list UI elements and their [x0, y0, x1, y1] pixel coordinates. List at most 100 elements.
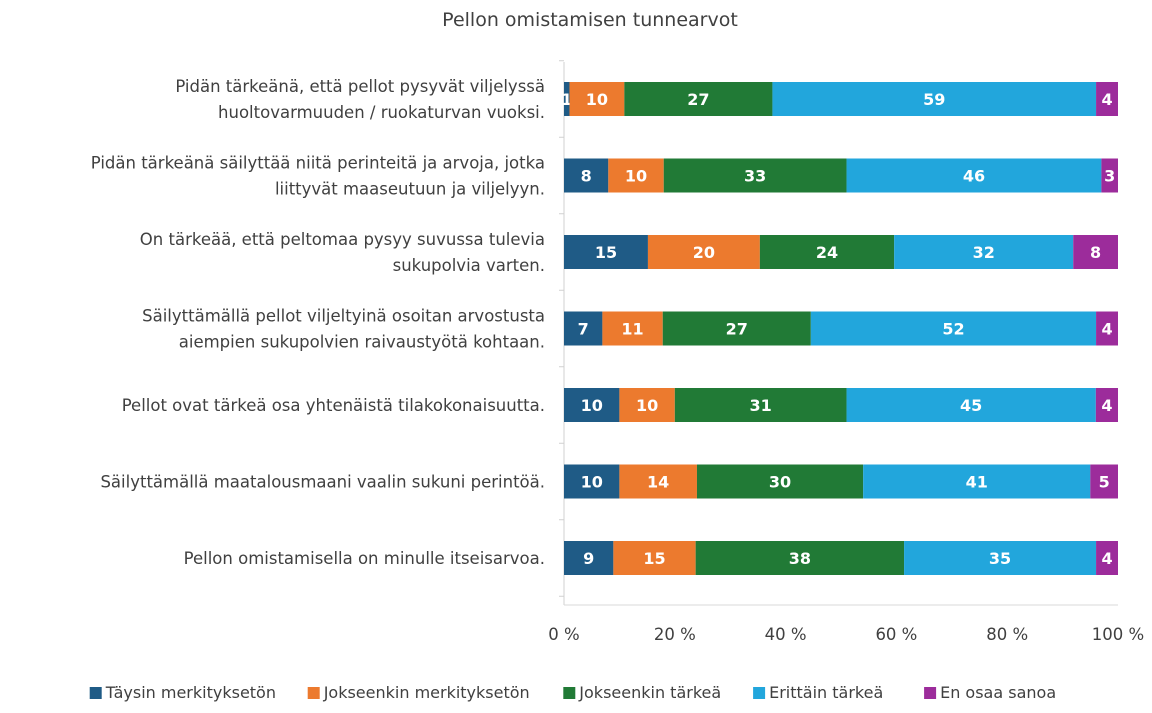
category-label: sukupolvia varten.: [393, 256, 545, 275]
data-label: 27: [687, 90, 709, 109]
legend: Täysin merkityksetön Jokseenkin merkityks…: [89, 683, 1056, 702]
legend-swatch: [307, 687, 320, 699]
bar-segment: [647, 235, 760, 269]
bar-segment: [772, 82, 1097, 116]
bar-segment: [904, 541, 1097, 575]
data-label: 10: [586, 90, 608, 109]
bar-segment: [662, 311, 811, 346]
x-tick-label: 80 %: [986, 625, 1028, 644]
data-label: 24: [816, 243, 838, 262]
x-tick-labels: 0 % 20 % 40 % 60 % 80 % 100 %: [548, 625, 1144, 644]
data-label: 4: [1101, 549, 1112, 568]
bar-segment: [1095, 388, 1118, 422]
data-label: 4: [1101, 320, 1112, 339]
data-label: 45: [960, 396, 982, 415]
data-label: 10: [625, 167, 647, 186]
bar-segment: [894, 235, 1074, 269]
data-label: 10: [636, 396, 658, 415]
bar-segment: [1096, 82, 1118, 116]
data-label: 52: [942, 320, 964, 339]
bar-segment: [619, 464, 697, 499]
bar-segment: [608, 158, 664, 193]
bar-segment: [624, 82, 773, 116]
data-label: 4: [1101, 396, 1112, 415]
data-label: 20: [693, 243, 715, 262]
category-label: Pellon omistamisella on minulle itseisar…: [184, 549, 545, 568]
bar-segment: [613, 541, 696, 575]
x-tick-label: 40 %: [765, 625, 807, 644]
bar-segment: [564, 311, 603, 346]
chart-title: Pellon omistamisen tunnearvot: [442, 9, 738, 31]
data-label: 15: [595, 243, 617, 262]
bar-segment: [846, 158, 1102, 193]
bar-segment: [863, 464, 1091, 499]
data-label: 8: [1090, 243, 1101, 262]
x-tick-label: 0 %: [548, 625, 579, 644]
data-label: 9: [583, 549, 594, 568]
category-label: huoltovarmuuden / ruokaturvan vuoksi.: [218, 103, 545, 122]
category-label: aiempien sukupolvien raivaustyötä kohtaa…: [179, 333, 545, 352]
bar-segment: [810, 311, 1097, 346]
data-label: 30: [769, 473, 791, 492]
data-label: 4: [1101, 90, 1112, 109]
legend-label: Jokseenkin tärkeä: [578, 683, 721, 702]
category-label: Säilyttämällä pellot viljeltyinä osoitan…: [142, 307, 545, 326]
data-label: 38: [789, 549, 811, 568]
bar-segment: [663, 158, 847, 193]
legend-swatch: [89, 687, 102, 699]
bar-segment: [564, 541, 614, 575]
bar-segment: [564, 235, 648, 269]
data-label: 32: [973, 243, 995, 262]
legend-swatch: [924, 687, 937, 699]
bar-segment: [569, 82, 625, 116]
data-label: 27: [726, 320, 748, 339]
x-tick-label: 20 %: [654, 625, 696, 644]
legend-swatch: [753, 687, 766, 699]
bar-segment: [695, 541, 905, 575]
data-label: 33: [744, 167, 766, 186]
data-label: 41: [966, 473, 988, 492]
legend-label: Jokseenkin merkityksetön: [323, 683, 530, 702]
data-label: 35: [989, 549, 1011, 568]
legend-swatch: [563, 687, 576, 699]
bar-segment: [1096, 541, 1118, 575]
data-label: 10: [581, 396, 603, 415]
data-label: 46: [963, 167, 985, 186]
bars-layer: 1 10 27 59 4 8 10 33 46 3 15 20 24 32 8 7 11 27 52 4 10 10 31 4…: [561, 82, 1118, 575]
data-label: 31: [750, 396, 772, 415]
x-tick-label: 100 %: [1092, 625, 1144, 644]
data-label: 11: [621, 320, 643, 339]
legend-label: Täysin merkityksetön: [105, 683, 276, 702]
category-label: Pellot ovat tärkeä osa yhtenäistä tilako…: [122, 396, 545, 415]
data-label: 8: [581, 167, 592, 186]
bar-segment: [674, 388, 847, 422]
data-label: 7: [578, 320, 589, 339]
category-labels: Pidän tärkeänä, että pellot pysyvät vilj…: [91, 77, 545, 568]
bar-segment: [564, 82, 570, 116]
bar-segment: [602, 311, 663, 346]
data-label: 1: [561, 90, 572, 109]
data-label: 10: [581, 473, 603, 492]
bar-segment: [564, 464, 620, 499]
bar-segment: [1090, 464, 1118, 499]
bar-segment: [1096, 311, 1118, 346]
bar-segment: [846, 388, 1096, 422]
category-label: Pidän tärkeänä säilyttää niitä perinteit…: [91, 154, 545, 173]
data-label: 15: [643, 549, 665, 568]
legend-label: Erittäin tärkeä: [769, 683, 883, 702]
category-label: liittyvät maaseutuun ja viljelyyn.: [275, 180, 545, 199]
bar-segment: [564, 158, 609, 193]
bar-segment: [564, 388, 620, 422]
data-label: 3: [1104, 167, 1115, 186]
bar-segment: [1073, 235, 1118, 269]
bar-segment: [696, 464, 864, 499]
category-label: Säilyttämällä maatalousmaani vaalin suku…: [100, 473, 545, 492]
legend-label: En osaa sanoa: [940, 683, 1056, 702]
data-label: 59: [923, 90, 945, 109]
data-label: 14: [647, 473, 669, 492]
bar-segment: [759, 235, 895, 269]
bar-segment: [619, 388, 675, 422]
x-tick-label: 60 %: [875, 625, 917, 644]
